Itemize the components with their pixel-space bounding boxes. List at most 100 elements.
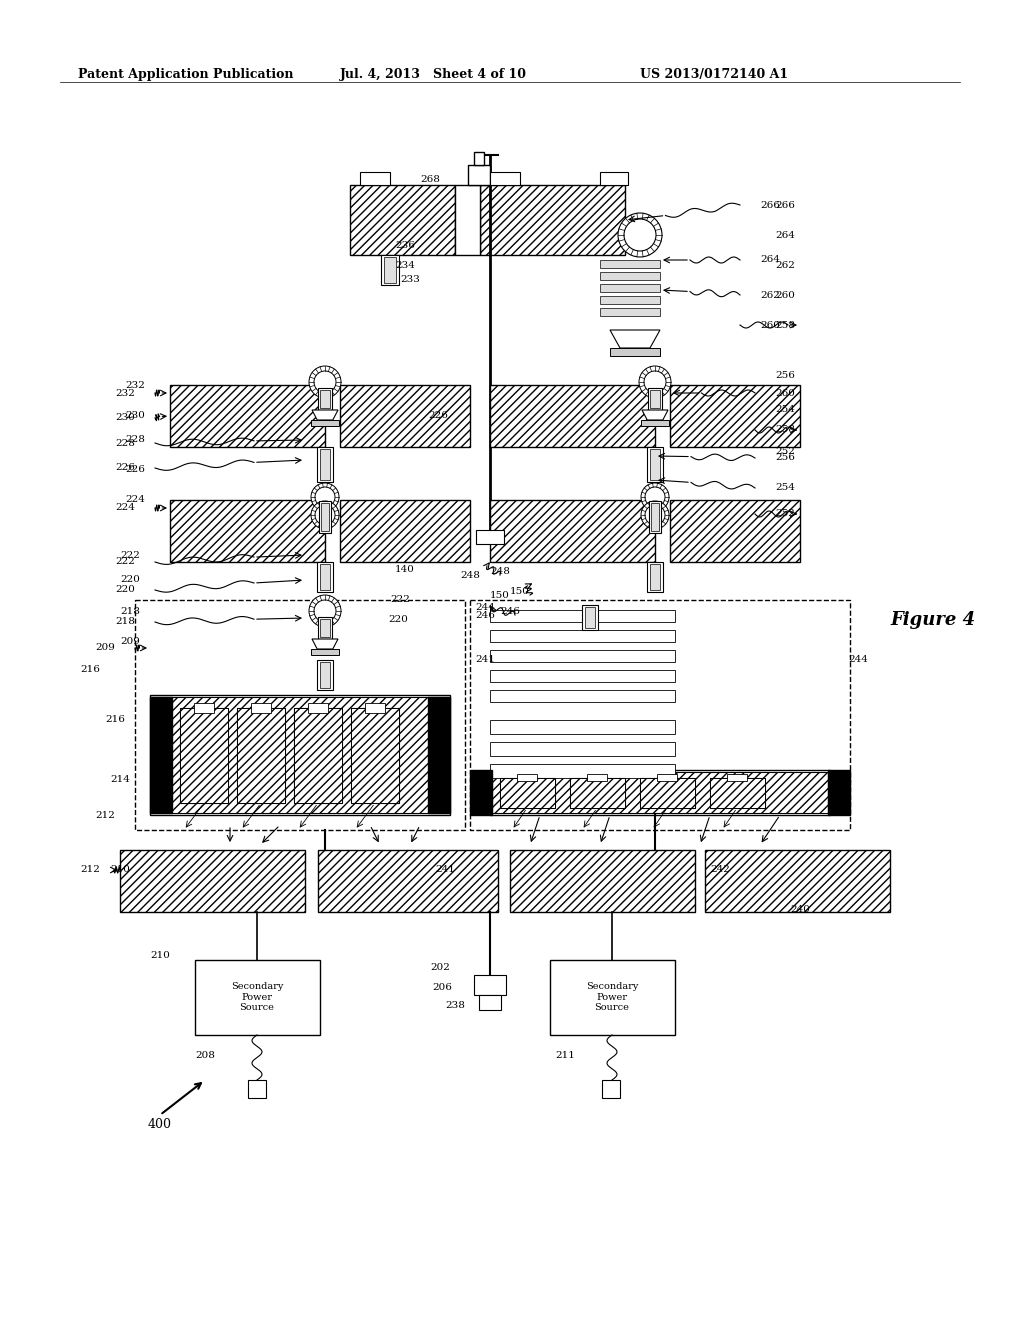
Bar [365, 704, 385, 713]
Text: 209: 209 [120, 638, 140, 647]
Bar [455, 185, 480, 255]
Text: 220: 220 [388, 615, 408, 624]
Bar [670, 500, 800, 562]
Bar [490, 690, 675, 702]
Text: 238: 238 [445, 1001, 465, 1010]
Circle shape [311, 502, 339, 529]
Bar [657, 774, 677, 781]
Bar [237, 708, 285, 803]
Bar [194, 704, 214, 713]
Text: 228: 228 [115, 438, 135, 447]
Bar [180, 708, 228, 803]
Bar [490, 719, 675, 734]
Bar [319, 449, 330, 480]
Bar [340, 385, 470, 447]
Text: Figure 4: Figure 4 [890, 611, 975, 630]
Text: 252: 252 [775, 510, 795, 519]
Text: 216: 216 [80, 665, 100, 675]
Bar [319, 502, 331, 533]
Bar [308, 704, 328, 713]
Bar [490, 649, 675, 663]
Circle shape [645, 487, 665, 507]
Bar [510, 850, 695, 912]
Bar [135, 601, 465, 830]
Circle shape [314, 601, 336, 622]
Bar [152, 697, 449, 813]
Bar [610, 348, 660, 356]
Text: 224: 224 [115, 503, 135, 512]
Text: 222: 222 [390, 595, 410, 605]
Bar [170, 500, 325, 562]
Bar [582, 605, 598, 630]
Text: 264: 264 [775, 231, 795, 239]
Text: 260: 260 [760, 321, 780, 330]
Text: 260: 260 [775, 388, 795, 397]
Polygon shape [610, 330, 660, 348]
Text: 246: 246 [475, 610, 495, 619]
Text: Secondary
Power
Source: Secondary Power Source [230, 982, 284, 1012]
Text: 256: 256 [775, 454, 795, 462]
Text: 232: 232 [125, 380, 145, 389]
Text: 220: 220 [115, 586, 135, 594]
Text: 228: 228 [125, 436, 145, 445]
Bar [710, 777, 765, 808]
Text: Secondary
Power
Source: Secondary Power Source [586, 982, 638, 1012]
Bar [470, 601, 850, 830]
Bar [317, 660, 333, 690]
Text: Jul. 4, 2013   Sheet 4 of 10: Jul. 4, 2013 Sheet 4 of 10 [340, 69, 527, 81]
Text: 224: 224 [125, 495, 145, 504]
Text: 150: 150 [490, 590, 510, 599]
Bar [318, 850, 498, 912]
Text: 248: 248 [460, 570, 480, 579]
Bar [500, 777, 555, 808]
Bar [490, 770, 830, 814]
Bar [640, 777, 695, 808]
Bar [428, 697, 450, 813]
Bar [237, 708, 285, 803]
Bar [600, 272, 660, 280]
Bar [170, 385, 325, 447]
Text: 260: 260 [775, 290, 795, 300]
Bar [600, 172, 628, 185]
Text: 226: 226 [125, 466, 145, 474]
Bar [195, 960, 319, 1035]
Circle shape [314, 371, 336, 393]
Text: 222: 222 [115, 557, 135, 566]
Bar [470, 770, 492, 814]
Bar [479, 995, 501, 1010]
Text: 266: 266 [775, 201, 795, 210]
Text: 264: 264 [760, 256, 780, 264]
Bar [647, 447, 663, 482]
Bar [319, 619, 330, 638]
Bar [360, 172, 390, 185]
Text: 210: 210 [151, 950, 170, 960]
Text: 211: 211 [555, 1051, 575, 1060]
Bar [180, 708, 228, 803]
Text: 214: 214 [111, 776, 130, 784]
Bar [294, 708, 342, 803]
Bar [651, 503, 659, 531]
Text: 242: 242 [710, 866, 730, 874]
Bar [650, 389, 660, 408]
Bar [317, 447, 333, 482]
Bar [649, 502, 662, 533]
Bar [384, 257, 396, 282]
Bar [490, 385, 655, 447]
Circle shape [311, 483, 339, 511]
Bar [490, 172, 520, 185]
Text: 244: 244 [475, 603, 495, 612]
Text: US 2013/0172140 A1: US 2013/0172140 A1 [640, 69, 788, 81]
Text: 262: 262 [775, 260, 795, 269]
Bar [828, 770, 850, 814]
Bar [587, 774, 607, 781]
Text: 258: 258 [775, 425, 795, 434]
Circle shape [644, 371, 666, 393]
Bar [150, 697, 172, 813]
Bar [670, 385, 800, 447]
Circle shape [641, 502, 669, 529]
Bar [319, 663, 330, 688]
Text: 241: 241 [475, 656, 495, 664]
Bar [319, 389, 330, 408]
Bar [602, 1080, 620, 1098]
Polygon shape [642, 411, 668, 420]
